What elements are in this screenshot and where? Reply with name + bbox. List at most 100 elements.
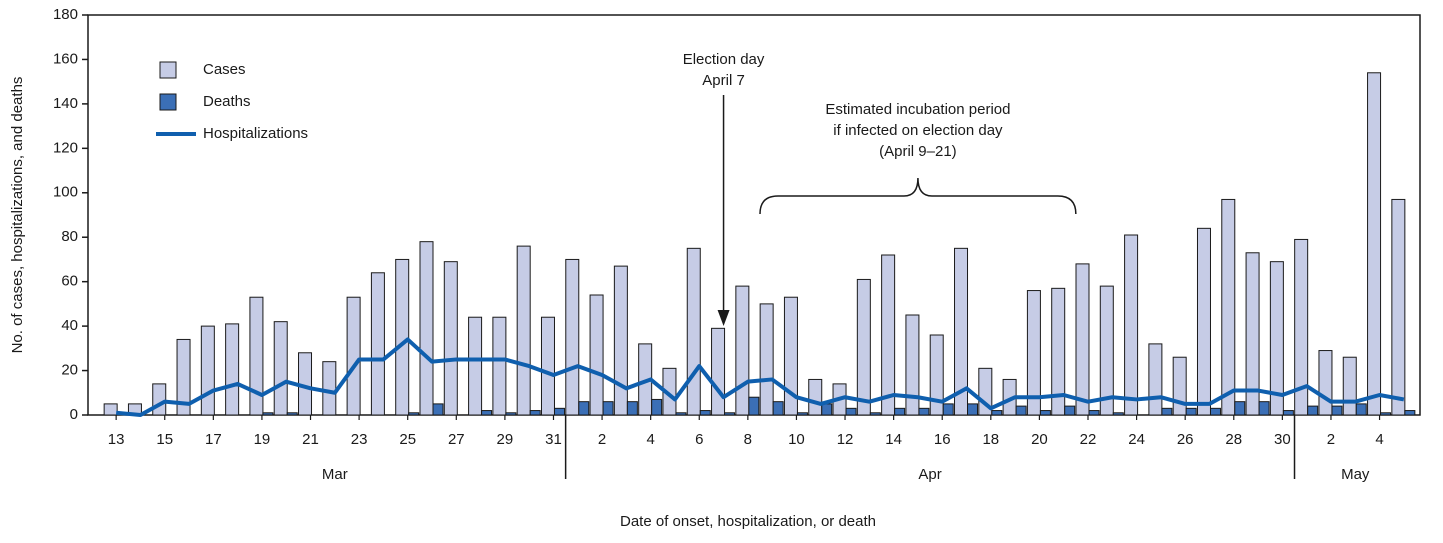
bar (821, 403, 833, 416)
x-tick-label: 2 (598, 431, 606, 448)
x-tick-label: 16 (934, 431, 951, 448)
y-tick-label: 180 (53, 6, 78, 23)
y-axis-label: No. of cases, hospitalizations, and deat… (9, 77, 26, 354)
x-tick-label: 13 (108, 431, 125, 448)
bar (686, 247, 701, 416)
x-tick-label: 28 (1225, 431, 1242, 448)
bar (505, 412, 517, 416)
bar (481, 410, 493, 416)
bar (1234, 401, 1246, 416)
bar (1075, 263, 1090, 416)
bar (675, 412, 687, 416)
bar (200, 325, 215, 416)
x-tick-label: 10 (788, 431, 805, 448)
bar (103, 403, 118, 416)
bar (286, 412, 298, 416)
x-tick-label: 30 (1274, 431, 1291, 448)
bar (856, 278, 871, 416)
month-label: Apr (918, 466, 941, 483)
y-tick-label: 120 (53, 139, 78, 156)
bar (1342, 356, 1357, 416)
bar (1185, 407, 1197, 416)
bar (1026, 290, 1041, 416)
bar (1282, 410, 1294, 416)
bar (262, 412, 274, 416)
bar (894, 407, 906, 416)
bar (553, 407, 565, 416)
annotation-arrowhead (717, 310, 730, 326)
bar (1258, 401, 1270, 416)
x-tick-label: 24 (1128, 431, 1145, 448)
bar (249, 296, 264, 416)
x-tick-label: 4 (1375, 431, 1383, 448)
x-tick-label: 15 (156, 431, 173, 448)
bar (1051, 287, 1066, 416)
bar (783, 296, 798, 416)
bar (929, 334, 944, 416)
bar (565, 258, 580, 416)
bar (1161, 407, 1173, 416)
bar (845, 407, 857, 416)
x-tick-label: 31 (545, 431, 562, 448)
bar (735, 285, 750, 416)
x-tick-label: 21 (302, 431, 319, 448)
bar (432, 403, 444, 416)
bar (408, 412, 420, 416)
bar (1331, 405, 1343, 416)
y-tick-label: 40 (61, 317, 78, 334)
bar (602, 401, 614, 416)
bar (1088, 410, 1100, 416)
bar (1307, 405, 1319, 416)
bar (1015, 405, 1027, 416)
bar (748, 396, 760, 416)
y-tick-label: 80 (61, 228, 78, 245)
bar (1221, 198, 1236, 416)
x-tick-label: 22 (1080, 431, 1097, 448)
bar (967, 403, 979, 416)
bar (273, 321, 288, 416)
line (115, 337, 1405, 417)
bar (613, 265, 628, 416)
x-axis-label: Date of onset, hospitalization, or death (620, 513, 876, 530)
bar (1124, 234, 1139, 416)
x-tick-label: 26 (1177, 431, 1194, 448)
bar (942, 403, 954, 416)
bar (578, 401, 590, 416)
bar (1172, 356, 1187, 416)
bar (1039, 410, 1051, 416)
month-label: Mar (322, 466, 348, 483)
bar (395, 258, 410, 416)
bar (322, 361, 337, 416)
month-label: May (1341, 466, 1370, 483)
y-tick-label: 140 (53, 95, 78, 112)
bar (346, 296, 361, 416)
legend-label: Cases (203, 61, 246, 78)
bar (759, 303, 774, 416)
bar (699, 410, 711, 416)
annotation-brace (759, 177, 1077, 215)
bar (796, 412, 808, 416)
bar (1148, 343, 1163, 416)
bar (1367, 72, 1382, 416)
x-tick-label: 6 (695, 431, 703, 448)
bar (1269, 261, 1284, 416)
bar (881, 254, 896, 416)
bar (626, 401, 638, 416)
annotation: Election day (683, 51, 765, 68)
bar (370, 272, 385, 416)
x-tick-label: 4 (646, 431, 654, 448)
bar (1245, 252, 1260, 416)
annotation: Estimated incubation period (825, 101, 1010, 118)
x-tick-label: 29 (497, 431, 514, 448)
bar (468, 316, 483, 416)
plot-frame (87, 14, 1421, 416)
bar (1355, 403, 1367, 416)
bar (1404, 410, 1416, 416)
legend-label: Deaths (203, 93, 251, 110)
bar (954, 247, 969, 416)
x-tick-label: 18 (982, 431, 999, 448)
bar (1064, 405, 1076, 416)
bar (540, 316, 555, 416)
bar (1099, 285, 1114, 416)
bar (1318, 350, 1333, 416)
